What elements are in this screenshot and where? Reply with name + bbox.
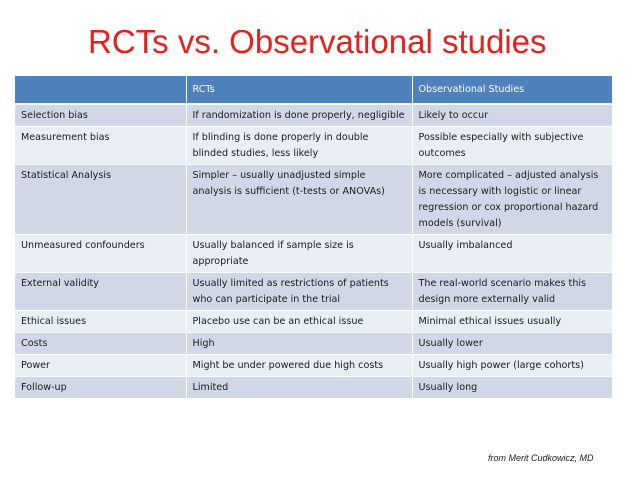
header-cell-observational: Observational Studies	[412, 76, 613, 105]
table-row: Ethical issues Placebo use can be an eth…	[15, 310, 613, 333]
observational-cell: More complicated – adjusted analysis is …	[412, 164, 613, 235]
row-label: Statistical Analysis	[15, 164, 187, 235]
rct-cell: Might be under powered due high costs	[186, 354, 413, 377]
rct-cell: Simpler – usually unadjusted simple anal…	[186, 164, 413, 235]
source-credit: from Merit Cudkowicz, MD	[488, 453, 594, 463]
observational-cell: Usually long	[412, 376, 613, 399]
observational-cell: Usually high power (large cohorts)	[412, 354, 613, 377]
observational-cell: Possible especially with subjective outc…	[412, 126, 613, 165]
observational-cell: Minimal ethical issues usually	[412, 310, 613, 333]
table-row: Follow-up Limited Usually long	[15, 376, 613, 399]
rct-cell: Limited	[186, 376, 413, 399]
table-row: Statistical Analysis Simpler – usually u…	[15, 164, 613, 235]
row-label: Selection bias	[15, 104, 187, 127]
header-cell-blank	[15, 76, 187, 105]
slide-title: RCTs vs. Observational studies	[88, 23, 547, 60]
observational-cell: Usually imbalanced	[412, 234, 613, 273]
table-header-row: RCTs Observational Studies	[15, 76, 613, 105]
row-label: Unmeasured confounders	[15, 234, 187, 273]
rct-cell: If randomization is done properly, negli…	[186, 104, 413, 127]
rct-cell: Placebo use can be an ethical issue	[186, 310, 413, 333]
row-label: Measurement bias	[15, 126, 187, 165]
rct-cell: Usually balanced if sample size is appro…	[186, 234, 413, 273]
table-row: External validity Usually limited as res…	[15, 272, 613, 311]
rct-cell: Usually limited as restrictions of patie…	[186, 272, 413, 311]
rct-cell: If blinding is done properly in double b…	[186, 126, 413, 165]
table-row: Power Might be under powered due high co…	[15, 354, 613, 377]
table-row: Measurement bias If blinding is done pro…	[15, 126, 613, 165]
table-row: Costs High Usually lower	[15, 332, 613, 355]
rct-cell: High	[186, 332, 413, 355]
row-label: Costs	[15, 332, 187, 355]
observational-cell: The real-world scenario makes this desig…	[412, 272, 613, 311]
observational-cell: Usually lower	[412, 332, 613, 355]
header-cell-rcts: RCTs	[186, 76, 413, 105]
observational-cell: Likely to occur	[412, 104, 613, 127]
row-label: Ethical issues	[15, 310, 187, 333]
row-label: External validity	[15, 272, 187, 311]
comparison-table: RCTs Observational Studies Selection bia…	[15, 76, 613, 399]
table-row: Selection bias If randomization is done …	[15, 104, 613, 127]
row-label: Power	[15, 354, 187, 377]
row-label: Follow-up	[15, 376, 187, 399]
table-row: Unmeasured confounders Usually balanced …	[15, 234, 613, 273]
